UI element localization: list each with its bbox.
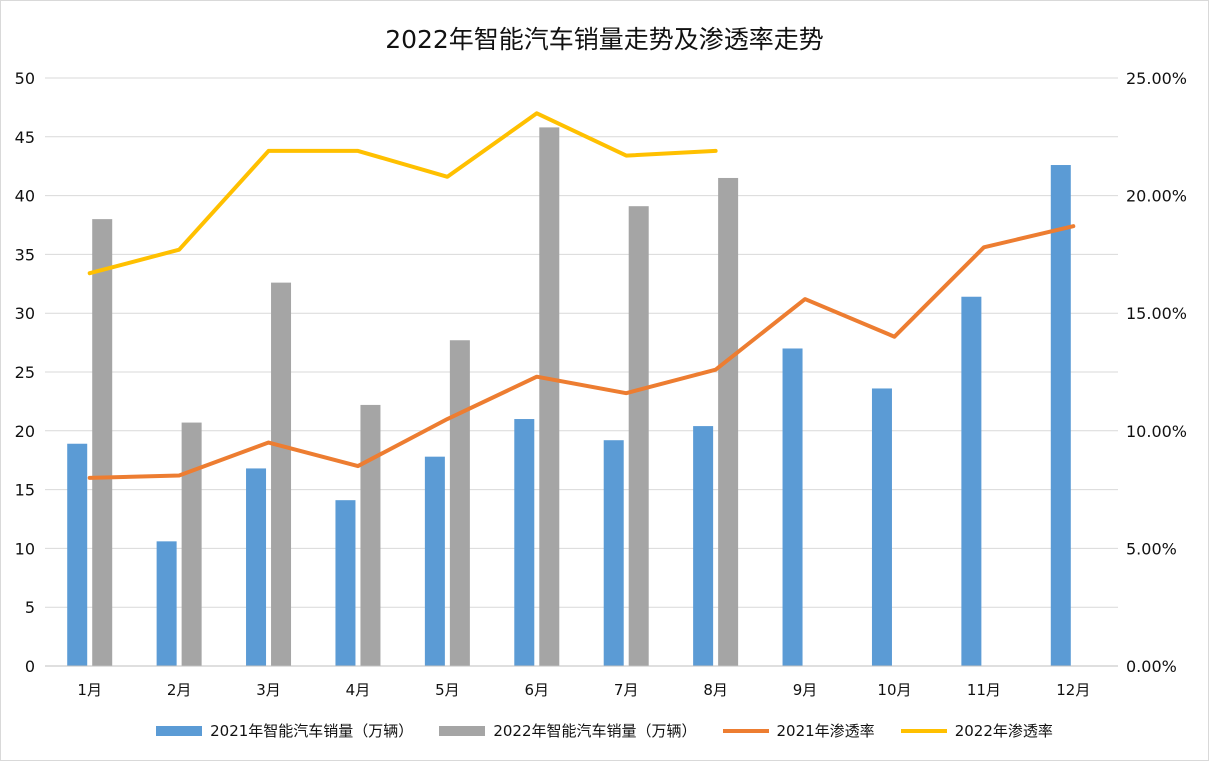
- bar-2022-sales: [271, 282, 292, 666]
- y-right-tick-label: 15.00%: [1126, 304, 1187, 323]
- y-right-tick-label: 5.00%: [1126, 539, 1177, 558]
- y-left-tick-label: 5: [25, 598, 35, 617]
- legend-swatch-2021-sales: [156, 725, 203, 736]
- y-left-tick-label: 20: [15, 422, 35, 441]
- bar-2021-sales: [246, 468, 267, 666]
- bar-2021-sales: [335, 500, 356, 666]
- bar-2022-sales: [449, 340, 470, 666]
- x-tick-label: 2月: [167, 681, 192, 699]
- y-left-tick-label: 45: [15, 128, 35, 147]
- bar-2022-sales: [718, 177, 739, 666]
- x-tick-label: 11月: [967, 681, 1001, 699]
- bar-2022-sales: [628, 206, 649, 666]
- y-left-tick-label: 35: [15, 245, 35, 264]
- line-2022-rate: [87, 111, 718, 276]
- y-right-tick-label: 0.00%: [1126, 657, 1177, 676]
- bar-2021-sales: [871, 388, 892, 666]
- y-left-tick-label: 30: [15, 304, 35, 323]
- bar-2021-sales: [156, 541, 177, 666]
- bar-2021-sales: [424, 456, 445, 666]
- legend-item-2021-rate: 2021年渗透率: [722, 720, 875, 741]
- legend-item-2022-sales: 2022年智能汽车销量（万辆）: [439, 720, 697, 741]
- bar-2022-sales: [539, 127, 560, 667]
- line-2021-rate: [87, 224, 1076, 480]
- legend-item-2022-rate: 2022年渗透率: [900, 720, 1053, 741]
- x-tick-label: 10月: [877, 681, 911, 699]
- legend-label-2022-rate: 2022年渗透率: [954, 722, 1053, 740]
- legend-label-2021-rate: 2021年渗透率: [776, 722, 875, 740]
- legend-swatch-2021-rate: [722, 728, 769, 733]
- x-tick-label: 3月: [256, 681, 281, 699]
- legend-label-2022-sales: 2022年智能汽车销量（万辆）: [493, 722, 697, 740]
- bar-2022-sales: [181, 422, 202, 666]
- legend-swatch-2022-rate: [900, 728, 947, 733]
- legend-label-2021-sales: 2021年智能汽车销量（万辆）: [210, 722, 414, 740]
- bar-2022-sales: [360, 404, 381, 666]
- legend-item-2021-sales: 2021年智能汽车销量（万辆）: [156, 720, 413, 741]
- x-tick-label: 4月: [346, 681, 371, 699]
- x-tick-label: 12月: [1056, 681, 1090, 699]
- bar-2021-sales: [693, 426, 714, 666]
- bar-2021-sales: [514, 419, 535, 666]
- bar-2021-sales: [67, 443, 88, 666]
- x-tick-label: 5月: [435, 681, 460, 699]
- y-left-tick-label: 25: [15, 363, 35, 382]
- legend-swatch-2022-sales: [439, 725, 486, 736]
- x-tick-label: 8月: [703, 681, 728, 699]
- y-left-tick-label: 10: [15, 539, 35, 558]
- bar-2022-sales: [92, 219, 113, 666]
- x-tick-label: 6月: [525, 681, 550, 699]
- y-left-tick-label: 40: [15, 187, 35, 206]
- y-left-tick-label: 0: [25, 657, 35, 676]
- y-right-tick-label: 25.00%: [1126, 69, 1187, 88]
- chart-title: 2022年智能汽车销量走势及渗透率走势: [385, 25, 824, 54]
- bar-2021-sales: [961, 296, 982, 666]
- x-tick-label: 7月: [614, 681, 639, 699]
- bar-2021-sales: [782, 348, 803, 666]
- x-tick-label: 1月: [77, 681, 102, 699]
- chart-legend: 2021年智能汽车销量（万辆） 2022年智能汽车销量（万辆） 2021年渗透率…: [0, 720, 1209, 741]
- y-right-tick-label: 10.00%: [1126, 422, 1187, 441]
- y-left-tick-label: 15: [15, 481, 35, 500]
- y-right-tick-label: 20.00%: [1126, 187, 1187, 206]
- bar-2021-sales: [603, 440, 624, 666]
- x-tick-label: 9月: [793, 681, 818, 699]
- y-left-tick-label: 50: [15, 69, 35, 88]
- bar-2021-sales: [1050, 165, 1071, 667]
